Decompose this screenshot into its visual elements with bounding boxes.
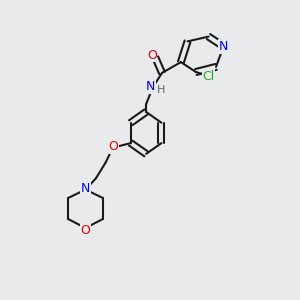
Text: N: N [219,40,228,53]
Text: N: N [146,80,155,94]
Text: O: O [108,140,118,154]
Text: Cl: Cl [202,70,214,83]
Text: H: H [157,85,166,95]
Text: N: N [81,182,90,195]
Text: O: O [147,49,157,62]
Text: O: O [81,224,90,238]
